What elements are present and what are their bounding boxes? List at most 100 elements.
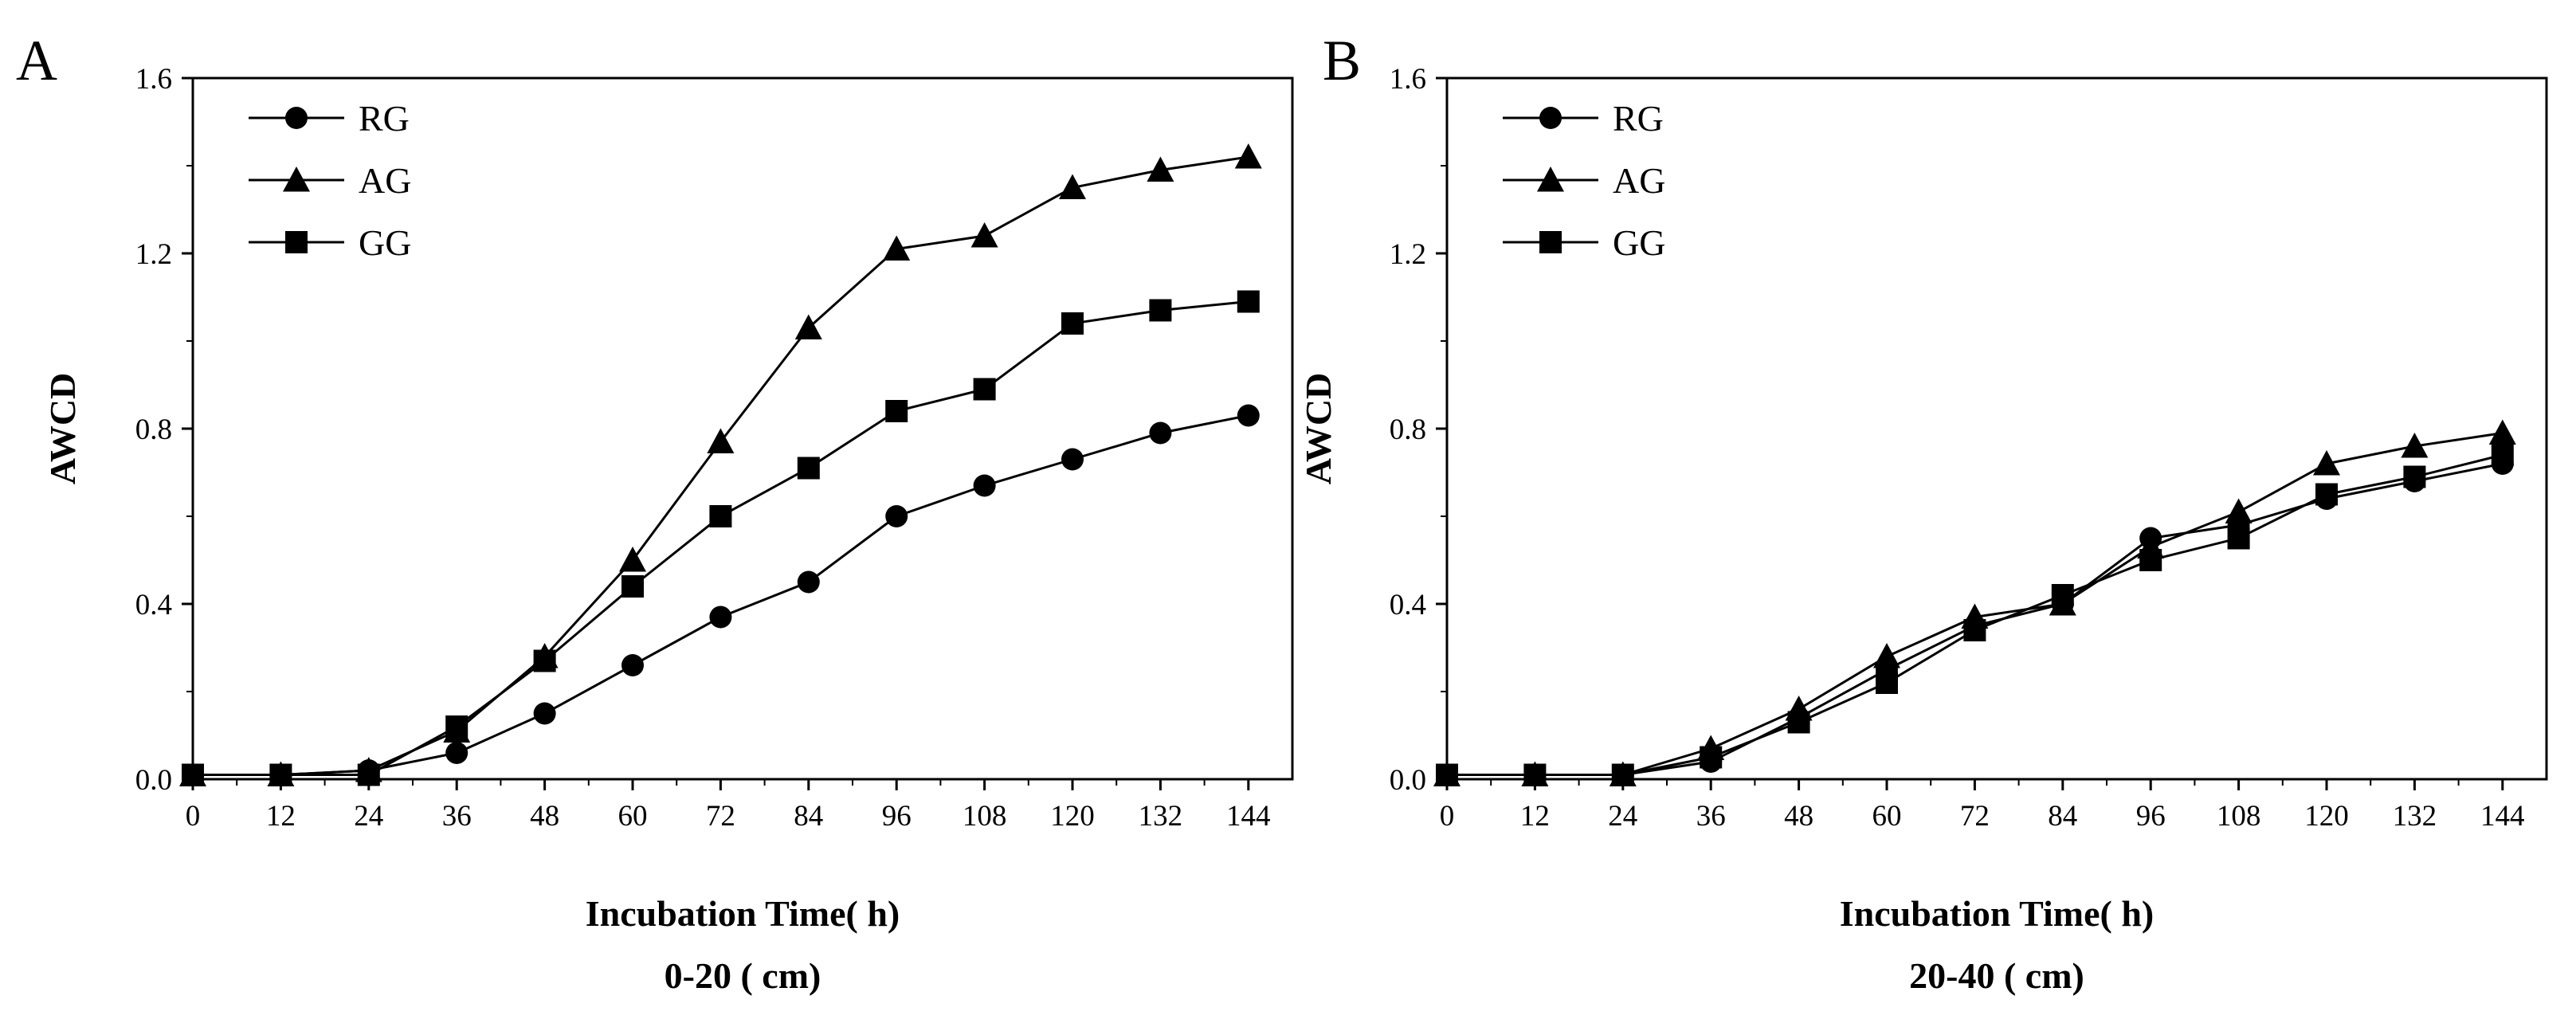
legend-marker-gg [1539,231,1562,253]
data-point-ag [2313,450,2340,476]
data-point-gg [1237,290,1260,313]
chart-subtitle: 0-20 ( cm) [665,955,821,996]
data-point-ag [619,547,646,572]
y-tick-label: 1.6 [135,63,172,96]
data-point-gg [2227,527,2250,550]
legend-label-ag: AG [359,160,411,201]
data-point-gg [621,575,644,598]
data-point-gg [357,763,380,786]
panel-a: 0 12 24 36 48 60 72 84 96 108 120 132 144 0.0 0.4 0.8 1.… [16,29,1294,996]
data-point-rg [445,742,469,764]
x-tick-label: 60 [1872,800,1902,833]
x-tick-label: 0 [186,800,201,833]
x-tick-label: 144 [2480,800,2525,833]
y-tick-label: 0.8 [135,414,172,446]
y-tick-label: 1.6 [1390,63,1426,96]
data-point-ag [2225,498,2253,523]
data-point-gg [973,378,996,401]
panel-label: B [1323,29,1361,92]
x-tick-label: 72 [1960,800,1990,833]
x-tick-label: 0 [1440,800,1455,833]
x-tick-label: 36 [442,800,472,833]
x-tick-label: 120 [1050,800,1095,833]
data-point-rg [709,606,732,629]
x-tick-label: 144 [1226,800,1271,833]
data-point-rg [621,654,644,676]
legend-label-gg: GG [359,222,411,263]
data-point-gg [445,715,469,738]
y-tick-label: 1.2 [1390,238,1426,271]
x-tick-label: 84 [794,800,823,833]
data-point-rg [533,702,556,725]
data-point-ag [883,235,911,261]
x-tick-label: 120 [2304,800,2349,833]
data-point-ag [2401,433,2429,458]
data-point-gg [2051,584,2074,606]
x-tick-label: 84 [2048,800,2077,833]
x-tick-label: 48 [530,800,559,833]
data-point-gg [1876,672,1898,694]
data-point-gg [2491,444,2514,466]
data-point-gg [885,400,908,422]
x-axis-label: Incubation Time( h) [586,893,900,934]
data-point-rg [1061,448,1084,471]
data-point-gg [2139,549,2162,571]
data-point-ag [1873,643,1900,668]
data-point-gg [709,505,732,527]
y-tick-label: 0.4 [135,589,172,621]
data-point-gg [1963,619,1986,641]
y-tick-label: 0.0 [135,764,172,797]
data-point-gg [1700,746,1723,769]
y-tick-label: 0.8 [1390,414,1426,446]
data-point-ag [2488,419,2516,445]
data-point-gg [1436,763,1458,786]
legend-marker-ag [283,167,310,192]
data-point-gg [1611,763,1634,786]
x-tick-label: 72 [706,800,735,833]
legend-label-gg: GG [1613,222,1665,263]
data-point-rg [1149,421,1172,445]
data-point-gg [1149,299,1172,322]
x-tick-label: 24 [1608,800,1637,833]
data-point-gg [1523,763,1547,786]
legend-marker-rg [285,107,308,129]
data-point-gg [269,763,292,786]
x-tick-label: 60 [618,800,648,833]
data-point-rg [973,474,996,497]
data-point-gg [1787,711,1810,734]
legend-label-rg: RG [359,98,410,139]
data-point-gg [2315,483,2338,506]
x-tick-label: 132 [1139,800,1183,833]
data-point-ag [970,222,998,248]
y-tick-label: 0.4 [1390,589,1426,621]
x-tick-label: 24 [354,800,383,833]
data-point-rg [885,505,908,527]
x-axis-label: Incubation Time( h) [1840,893,2155,934]
data-point-ag [1234,143,1262,169]
data-point-gg [1061,312,1084,335]
y-axis-label: AWCD [1298,373,1339,485]
data-point-ag [707,428,735,453]
x-tick-label: 12 [266,800,296,833]
data-point-ag [1147,156,1174,182]
panel-b: 0 12 24 36 48 60 72 84 96 108 120 132 144 0.0 0.4 0.8 1.… [1298,29,2548,996]
x-tick-label: 36 [1696,800,1726,833]
data-point-gg [797,457,820,480]
legend-marker-ag [1537,167,1564,192]
data-point-rg [797,570,820,594]
x-tick-label: 96 [2136,800,2166,833]
data-point-gg [533,649,556,672]
x-tick-label: 96 [882,800,912,833]
y-axis-label: AWCD [42,373,83,485]
legend-marker-gg [285,231,308,253]
x-tick-label: 12 [1520,800,1550,833]
y-tick-label: 1.2 [135,238,172,271]
data-point-gg [182,763,204,786]
data-point-ag [794,314,822,339]
legend-label-rg: RG [1613,98,1664,139]
x-tick-label: 108 [2217,800,2261,833]
data-point-rg [1237,404,1260,427]
data-point-ag [1059,174,1086,199]
x-tick-label: 108 [963,800,1007,833]
